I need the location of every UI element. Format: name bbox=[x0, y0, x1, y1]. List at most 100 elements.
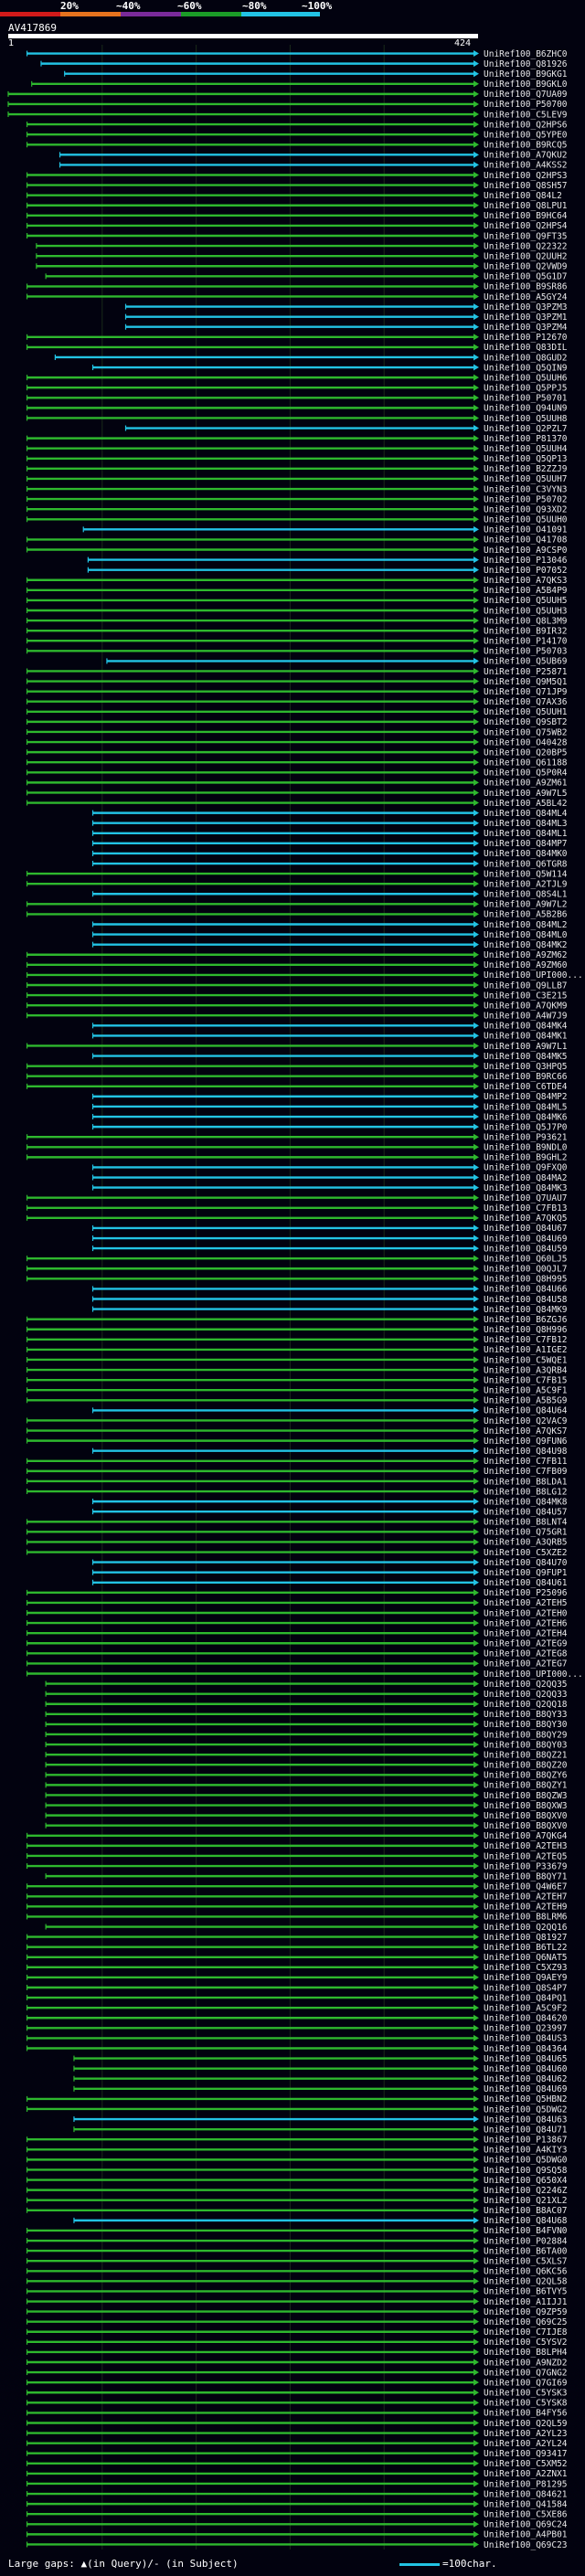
hit-row[interactable]: UniRef100_Q84ML2 bbox=[91, 920, 568, 930]
hit-id-link[interactable]: UniRef100_B9GKG1 bbox=[484, 69, 568, 80]
hit-id-link[interactable]: UniRef100_Q84U67 bbox=[484, 1224, 568, 1234]
hit-row[interactable]: UniRef100_Q84U63 bbox=[73, 2115, 568, 2125]
hit-id-link[interactable]: UniRef100_UPI000... bbox=[484, 1670, 583, 1680]
hit-row[interactable]: UniRef100_A2TEH6 bbox=[26, 1618, 568, 1628]
hit-row[interactable]: UniRef100_Q8L3M9 bbox=[26, 616, 568, 626]
hit-row[interactable]: UniRef100_A7QKQ5 bbox=[26, 1214, 568, 1224]
hit-row[interactable]: UniRef100_A4PB01 bbox=[26, 2530, 568, 2540]
hit-id-link[interactable]: UniRef100_B4FVN0 bbox=[484, 2226, 568, 2236]
hit-row[interactable]: UniRef100_Q84ML1 bbox=[91, 829, 568, 839]
hit-id-link[interactable]: UniRef100_B9NDL0 bbox=[484, 1143, 568, 1153]
hit-row[interactable]: UniRef100_Q84MK1 bbox=[91, 1032, 568, 1042]
hit-row[interactable]: UniRef100_B8LRM6 bbox=[26, 1913, 568, 1923]
hit-id-link[interactable]: UniRef100_Q84MK6 bbox=[484, 1112, 568, 1122]
hit-row[interactable]: UniRef100_Q84U61 bbox=[91, 1578, 568, 1588]
hit-id-link[interactable]: UniRef100_Q9LLB7 bbox=[484, 981, 568, 991]
hit-id-link[interactable]: UniRef100_Q84U60 bbox=[484, 2064, 568, 2074]
hit-id-link[interactable]: UniRef100_Q9SBT2 bbox=[484, 717, 568, 727]
hit-id-link[interactable]: UniRef100_B9GHL2 bbox=[484, 1153, 568, 1163]
hit-id-link[interactable]: UniRef100_Q84ML3 bbox=[484, 819, 568, 829]
hit-row[interactable]: UniRef100_Q84U64 bbox=[91, 1406, 568, 1416]
hit-id-link[interactable]: UniRef100_C7FB12 bbox=[484, 1335, 568, 1345]
hit-row[interactable]: UniRef100_B8LNT4 bbox=[26, 1518, 568, 1528]
hit-row[interactable]: UniRef100_P07052 bbox=[87, 566, 568, 576]
hit-id-link[interactable]: UniRef100_Q2QQ35 bbox=[484, 1680, 568, 1690]
hit-row[interactable]: UniRef100_B8AC07 bbox=[26, 2206, 568, 2216]
hit-id-link[interactable]: UniRef100_A2TEG9 bbox=[484, 1639, 568, 1649]
hit-id-link[interactable]: UniRef100_A1IGE2 bbox=[484, 1345, 568, 1355]
hit-row[interactable]: UniRef100_Q3PZM1 bbox=[124, 313, 568, 323]
hit-id-link[interactable]: UniRef100_Q5UUH5 bbox=[484, 596, 568, 606]
hit-row[interactable]: UniRef100_Q6TGR8 bbox=[91, 859, 568, 869]
hit-row[interactable]: UniRef100_C7FB15 bbox=[26, 1375, 568, 1385]
hit-row[interactable]: UniRef100_Q5QIN9 bbox=[91, 363, 568, 373]
hit-id-link[interactable]: UniRef100_Q3PZM4 bbox=[484, 323, 568, 333]
hit-row[interactable]: UniRef100_Q5G1D7 bbox=[45, 272, 568, 282]
hit-id-link[interactable]: UniRef100_Q7UA09 bbox=[484, 90, 568, 100]
hit-row[interactable]: UniRef100_A2TEH0 bbox=[26, 1608, 568, 1618]
hit-id-link[interactable]: UniRef100_Q61188 bbox=[484, 758, 568, 769]
hit-row[interactable]: UniRef100_B9IR32 bbox=[26, 626, 568, 636]
hit-row[interactable]: UniRef100_Q81926 bbox=[40, 59, 568, 69]
hit-id-link[interactable]: UniRef100_Q69C23 bbox=[484, 2540, 568, 2550]
hit-row[interactable]: UniRef100_Q84MK2 bbox=[91, 940, 568, 950]
hit-id-link[interactable]: UniRef100_A7QKM9 bbox=[484, 1001, 568, 1011]
hit-id-link[interactable]: UniRef100_B6ZHC0 bbox=[484, 49, 568, 59]
hit-row[interactable]: UniRef100_B8QY33 bbox=[45, 1710, 568, 1720]
hit-id-link[interactable]: UniRef100_P50700 bbox=[484, 100, 568, 110]
hit-id-link[interactable]: UniRef100_Q83DIL bbox=[484, 343, 568, 353]
hit-row[interactable]: UniRef100_B9GKG1 bbox=[64, 69, 568, 80]
hit-id-link[interactable]: UniRef100_Q84U69 bbox=[484, 2084, 568, 2094]
hit-id-link[interactable]: UniRef100_Q3PZM3 bbox=[484, 302, 568, 313]
hit-id-link[interactable]: UniRef100_Q84364 bbox=[484, 2044, 568, 2054]
hit-id-link[interactable]: UniRef100_Q84U98 bbox=[484, 1447, 568, 1457]
hit-row[interactable]: UniRef100_Q5UUH0 bbox=[26, 515, 568, 525]
hit-row[interactable]: UniRef100_Q75WB2 bbox=[26, 727, 568, 737]
hit-row[interactable]: UniRef100_Q2QL58 bbox=[26, 2277, 568, 2287]
hit-row[interactable]: UniRef100_Q84620 bbox=[26, 2014, 568, 2024]
hit-row[interactable]: UniRef100_Q5J7P0 bbox=[91, 1122, 568, 1132]
hit-id-link[interactable]: UniRef100_Q84ML0 bbox=[484, 930, 568, 940]
hit-row[interactable]: UniRef100_B6TVY5 bbox=[26, 2287, 568, 2297]
hit-id-link[interactable]: UniRef100_Q2QQ33 bbox=[484, 1690, 568, 1700]
hit-id-link[interactable]: UniRef100_B6TA00 bbox=[484, 2246, 568, 2256]
hit-row[interactable]: UniRef100_P50701 bbox=[26, 394, 568, 404]
hit-row[interactable]: UniRef100_A5BL42 bbox=[26, 799, 568, 809]
hit-row[interactable]: UniRef100_Q75GR1 bbox=[26, 1528, 568, 1538]
hit-row[interactable]: UniRef100_B8LDA1 bbox=[26, 1477, 568, 1487]
hit-row[interactable]: UniRef100_Q7UA09 bbox=[7, 90, 568, 100]
hit-id-link[interactable]: UniRef100_Q84MK2 bbox=[484, 940, 568, 950]
hit-row[interactable]: UniRef100_P13046 bbox=[87, 556, 568, 566]
hit-row[interactable]: UniRef100_Q84ML5 bbox=[91, 1102, 568, 1112]
hit-id-link[interactable]: UniRef100_Q81926 bbox=[484, 59, 568, 69]
hit-id-link[interactable]: UniRef100_B8QY29 bbox=[484, 1730, 568, 1740]
hit-id-link[interactable]: UniRef100_Q5P0R4 bbox=[484, 769, 568, 779]
hit-id-link[interactable]: UniRef100_P07052 bbox=[484, 566, 568, 576]
hit-id-link[interactable]: UniRef100_B8LRM6 bbox=[484, 1913, 568, 1923]
hit-id-link[interactable]: UniRef100_Q75GR1 bbox=[484, 1528, 568, 1538]
hit-id-link[interactable]: UniRef100_A3QRB5 bbox=[484, 1538, 568, 1548]
hit-row[interactable]: UniRef100_Q84U68 bbox=[73, 2216, 568, 2226]
hit-id-link[interactable]: UniRef100_Q8L3M9 bbox=[484, 616, 568, 626]
hit-id-link[interactable]: UniRef100_Q84U62 bbox=[484, 2074, 568, 2084]
hit-row[interactable]: UniRef100_Q84L2 bbox=[26, 191, 562, 201]
hit-id-link[interactable]: UniRef100_Q84MK0 bbox=[484, 849, 568, 859]
hit-id-link[interactable]: UniRef100_Q9SQ58 bbox=[484, 2166, 568, 2176]
hit-row[interactable]: UniRef100_A5B5G9 bbox=[26, 1396, 568, 1406]
hit-row[interactable]: UniRef100_A2TEH9 bbox=[26, 1903, 568, 1913]
hit-id-link[interactable]: UniRef100_C7FB13 bbox=[484, 1203, 568, 1214]
hit-row[interactable]: UniRef100_O40428 bbox=[26, 737, 568, 747]
hit-row[interactable]: UniRef100_Q5UUH7 bbox=[26, 474, 568, 484]
hit-row[interactable]: UniRef100_Q7GI69 bbox=[26, 2378, 568, 2388]
hit-id-link[interactable]: UniRef100_C5LEV9 bbox=[484, 110, 568, 120]
hit-id-link[interactable]: UniRef100_Q5DWG0 bbox=[484, 2156, 568, 2166]
hit-row[interactable]: UniRef100_Q5UUH5 bbox=[26, 596, 568, 606]
hit-row[interactable]: UniRef100_B6TL22 bbox=[26, 1943, 568, 1953]
hit-id-link[interactable]: UniRef100_B8QZW3 bbox=[484, 1791, 568, 1801]
hit-row[interactable]: UniRef100_Q9ZP59 bbox=[26, 2307, 568, 2317]
hit-id-link[interactable]: UniRef100_B8QZY6 bbox=[484, 1771, 568, 1781]
hit-id-link[interactable]: UniRef100_Q84US3 bbox=[484, 2034, 568, 2044]
hit-row[interactable]: UniRef100_C7FB13 bbox=[26, 1203, 568, 1214]
hit-row[interactable]: UniRef100_Q84U67 bbox=[91, 1224, 568, 1234]
hit-id-link[interactable]: UniRef100_Q84MA2 bbox=[484, 1173, 568, 1183]
